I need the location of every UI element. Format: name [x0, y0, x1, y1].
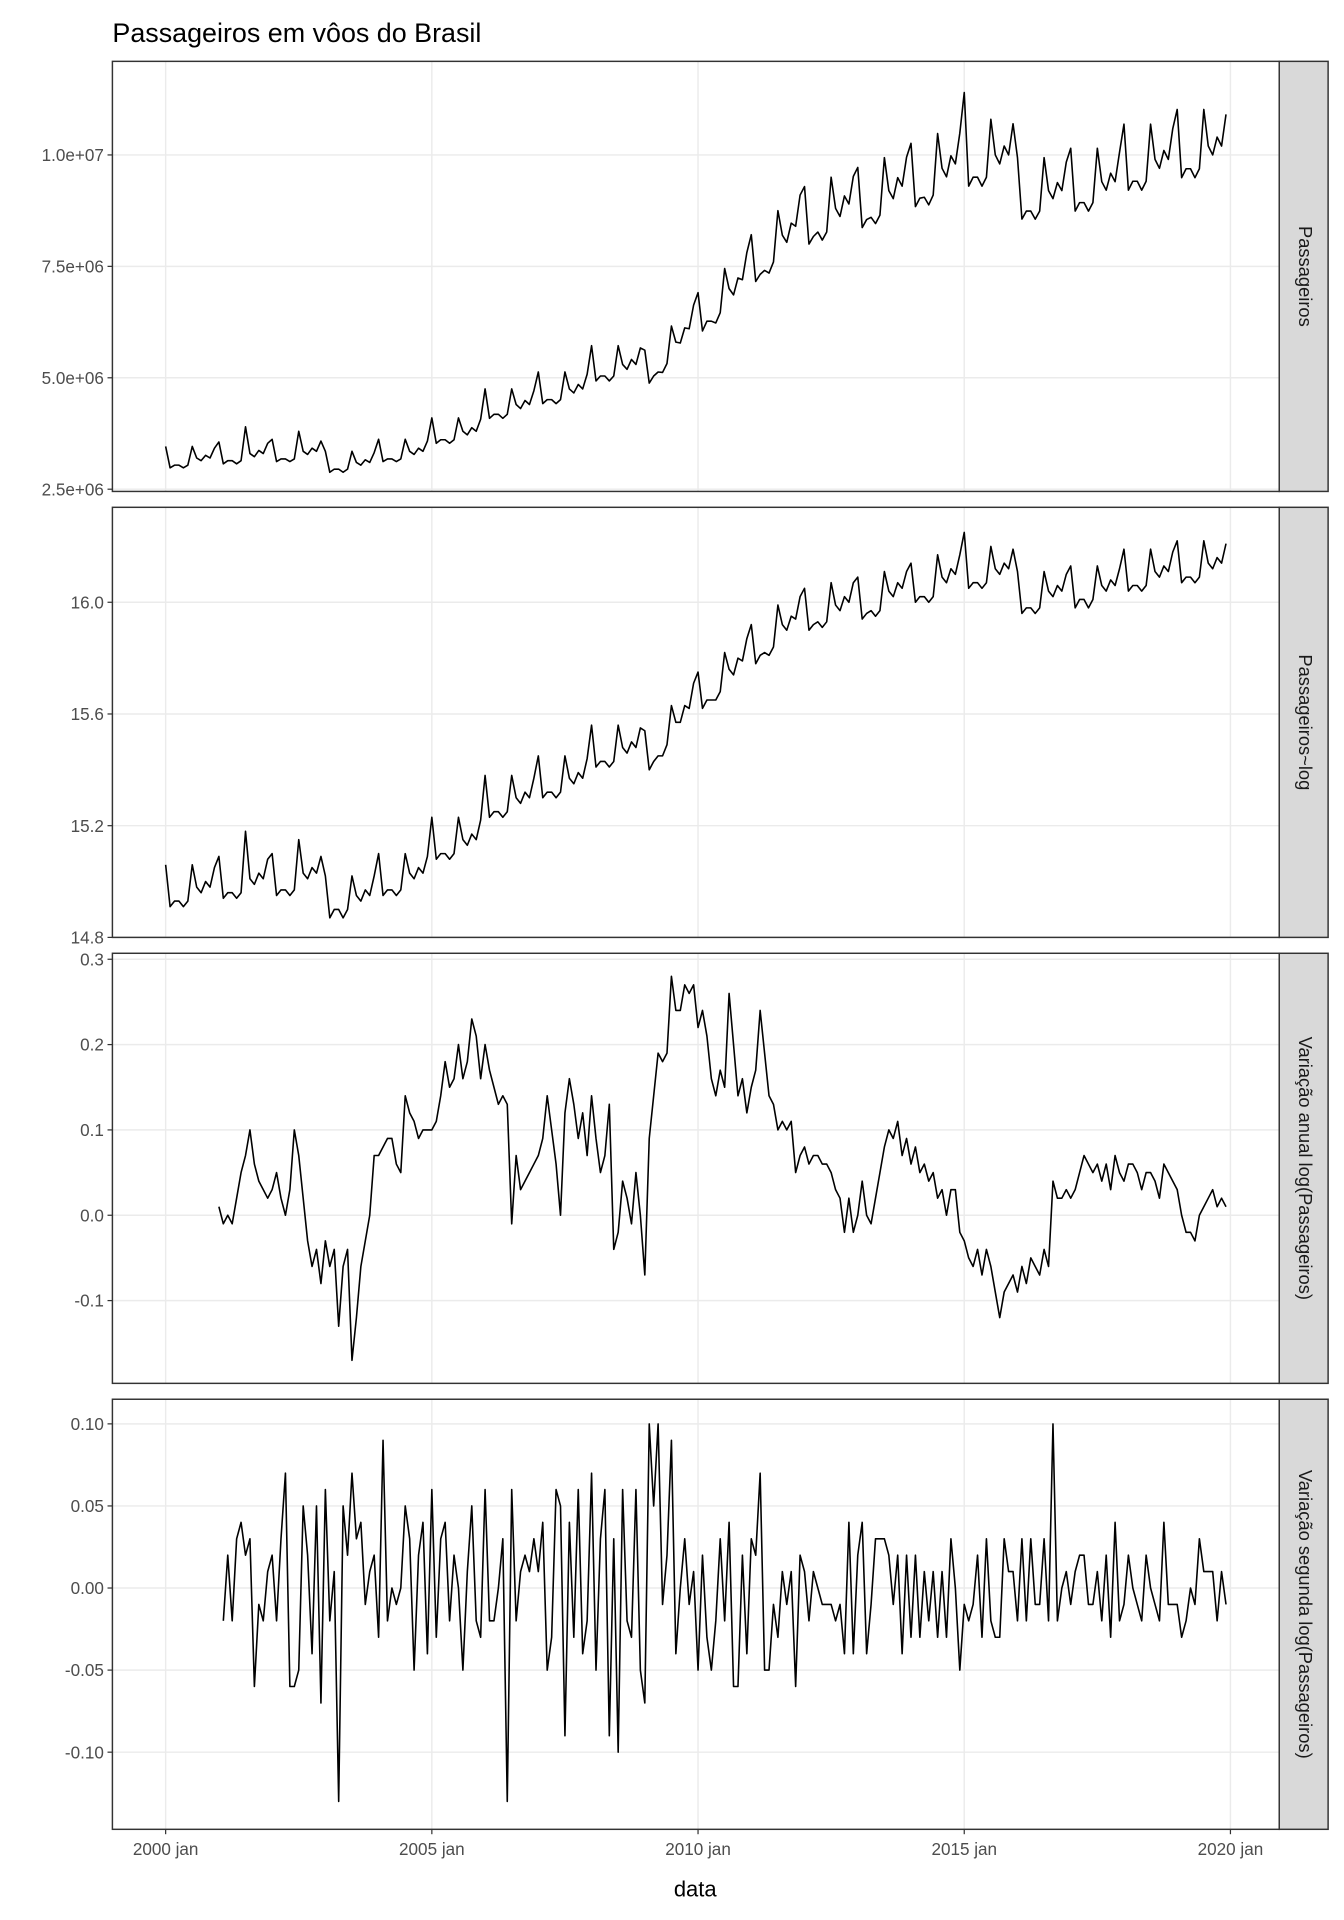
y-tick-label: 0.10	[71, 1415, 104, 1434]
y-tick-label: -0.05	[65, 1661, 104, 1680]
strip	[1278, 60, 1329, 493]
strip	[1278, 1398, 1329, 1831]
y-tick-label: 7.5e+06	[42, 257, 104, 276]
y-tick-label: 16.0	[71, 593, 104, 612]
x-tick-label: 2015 jan	[931, 1840, 997, 1859]
y-tick-label: 15.2	[71, 817, 104, 836]
strip-label: Passageiros	[1295, 226, 1316, 327]
x-tick-label: 2000 jan	[133, 1840, 199, 1859]
y-tick-label: -0.1	[74, 1292, 103, 1311]
x-tick-label: 2005 jan	[399, 1840, 465, 1859]
y-tick-label: -0.10	[65, 1743, 104, 1762]
panel-background	[112, 507, 1280, 938]
chart-title: Passageiros em vôos do Brasil	[112, 18, 481, 48]
y-tick-label: 2.5e+06	[42, 480, 104, 499]
y-tick-label: 0.05	[71, 1497, 104, 1516]
y-tick-label: 5.0e+06	[42, 369, 104, 388]
panel-background	[112, 953, 1280, 1384]
y-tick-label: 1.0e+07	[42, 146, 104, 165]
y-tick-label: 0.00	[71, 1579, 104, 1598]
y-tick-label: 14.8	[71, 929, 104, 948]
strip	[1278, 506, 1329, 939]
data-line	[218, 975, 1227, 1362]
strip-label: Variação anual log(Passageiros)	[1295, 1037, 1316, 1300]
data-line	[164, 91, 1227, 474]
x-tick-label: 2020 jan	[1198, 1840, 1264, 1859]
strip-label: Variação segunda log(Passageiros)	[1295, 1470, 1316, 1759]
data-line	[222, 1423, 1227, 1803]
panel-background	[112, 61, 1280, 492]
data-line	[164, 531, 1227, 919]
x-axis-label: data	[674, 1877, 718, 1902]
y-tick-label: 0.2	[80, 1036, 104, 1055]
y-tick-label: 15.6	[71, 705, 104, 724]
x-tick-label: 2010 jan	[665, 1840, 731, 1859]
y-tick-label: 0.0	[80, 1206, 104, 1225]
strip	[1278, 952, 1329, 1385]
strip-label: Passageiros~log	[1295, 654, 1316, 790]
y-tick-label: 0.3	[80, 950, 104, 969]
y-tick-label: 0.1	[80, 1121, 104, 1140]
